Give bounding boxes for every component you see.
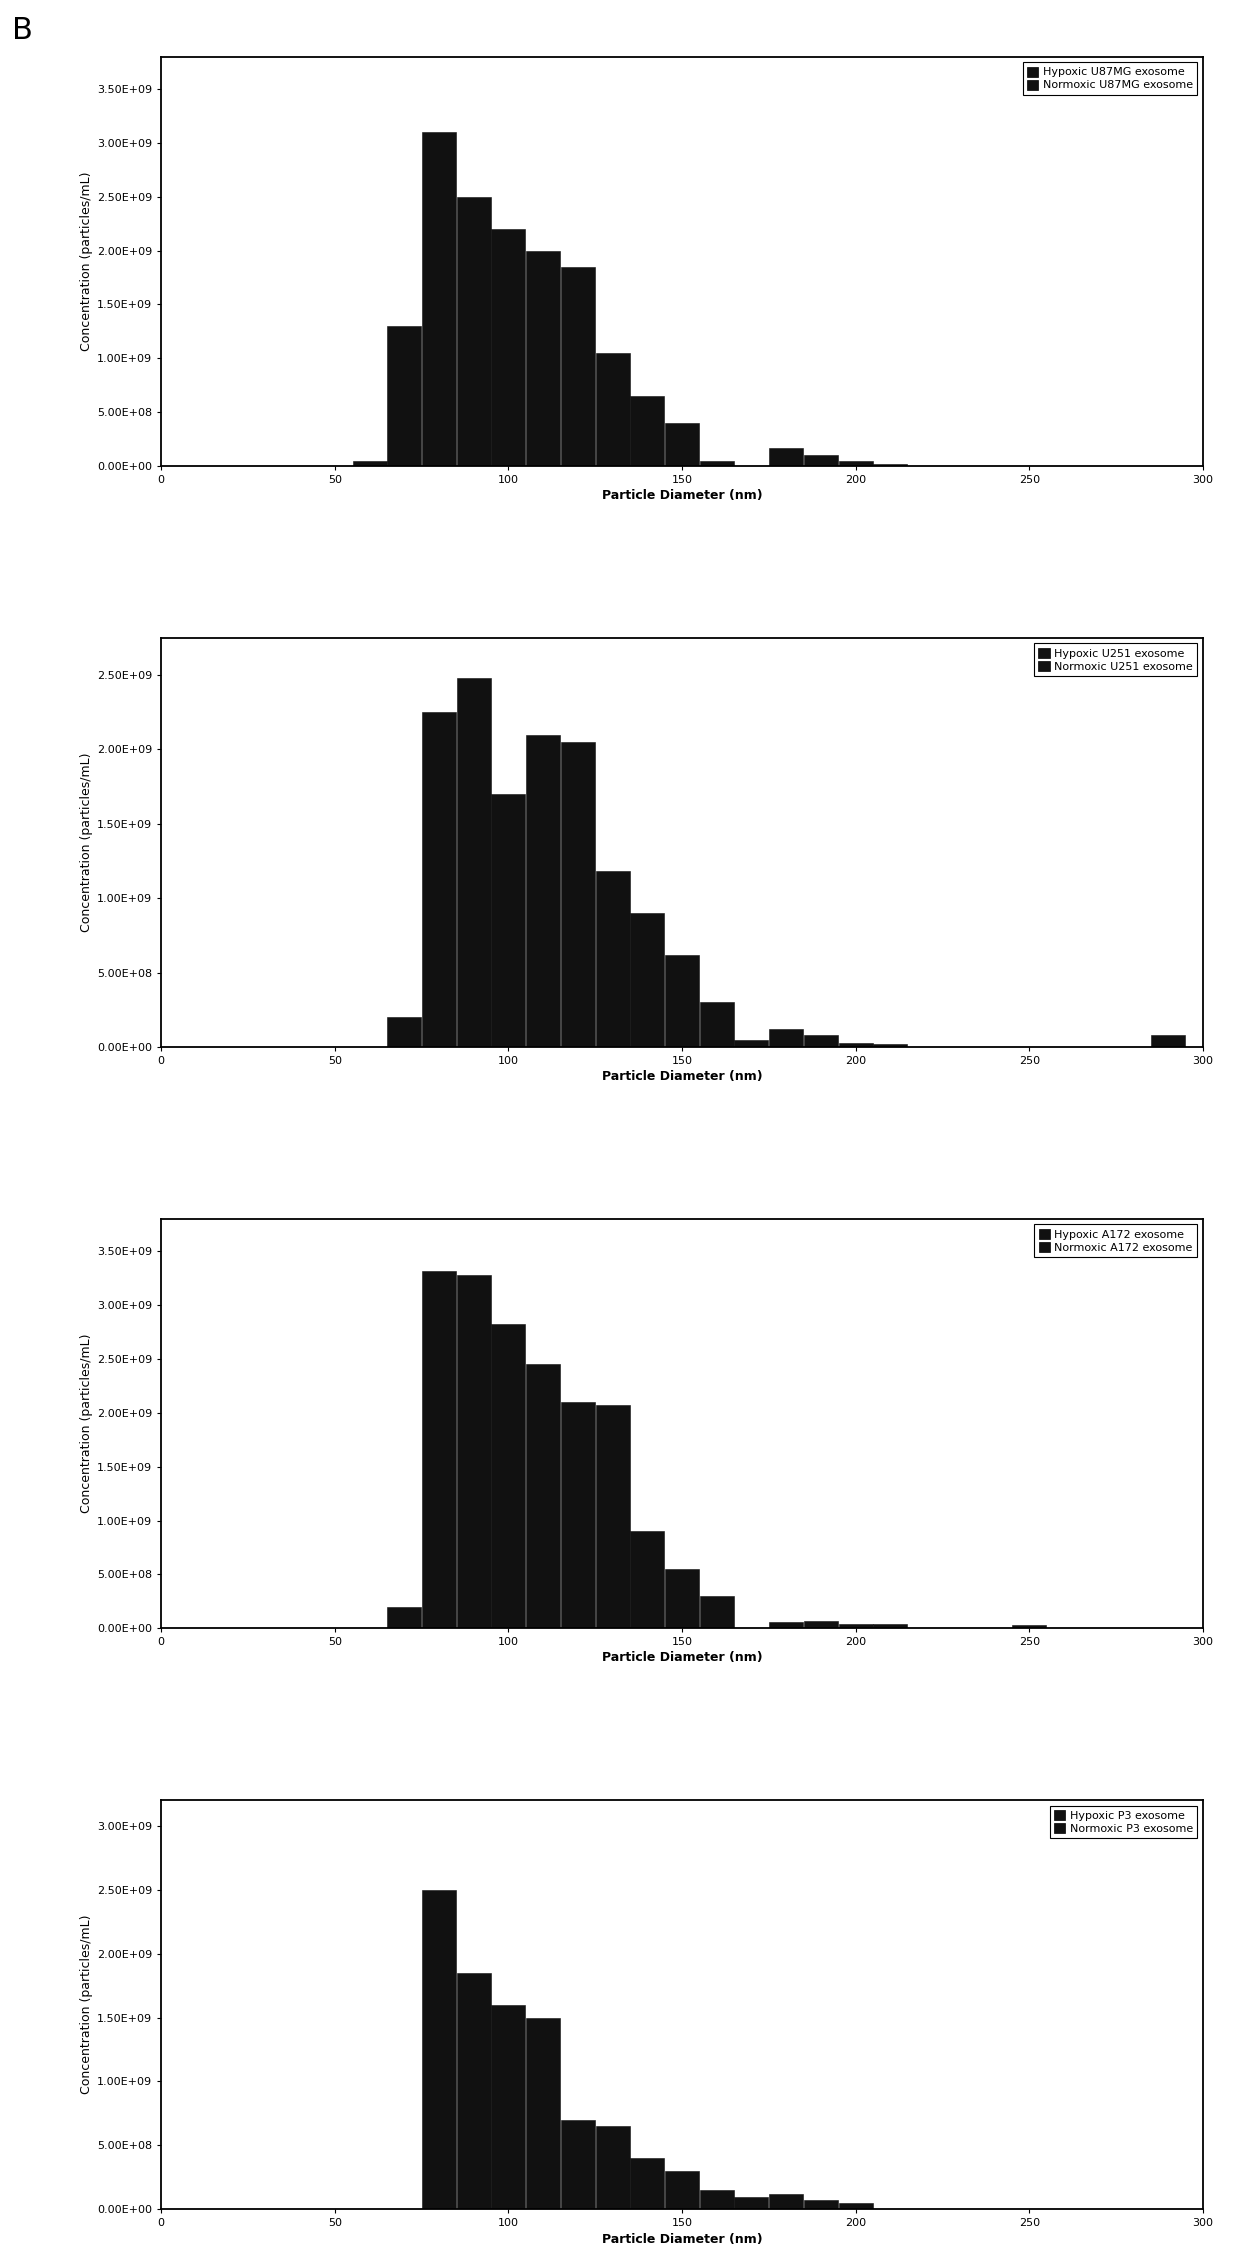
Bar bbox=[595, 1405, 630, 1629]
Bar bbox=[699, 2191, 734, 2209]
X-axis label: Particle Diameter (nm): Particle Diameter (nm) bbox=[601, 2232, 763, 2246]
Bar bbox=[665, 424, 699, 467]
Bar bbox=[560, 1403, 595, 1629]
Bar bbox=[630, 1532, 665, 1629]
Bar bbox=[526, 1364, 560, 1629]
Bar bbox=[804, 1620, 838, 1629]
Bar bbox=[630, 2157, 665, 2209]
Bar bbox=[734, 2196, 769, 2209]
Bar bbox=[456, 197, 491, 467]
Bar bbox=[665, 954, 699, 1047]
Bar bbox=[699, 460, 734, 467]
Bar bbox=[838, 2203, 873, 2209]
Bar bbox=[456, 678, 491, 1047]
Y-axis label: Concentration (particles/mL): Concentration (particles/mL) bbox=[79, 1335, 93, 1514]
Bar bbox=[665, 1568, 699, 1629]
Bar bbox=[560, 2119, 595, 2209]
Legend: Hypoxic P3 exosome, Normoxic P3 exosome: Hypoxic P3 exosome, Normoxic P3 exosome bbox=[1049, 1806, 1198, 1838]
X-axis label: Particle Diameter (nm): Particle Diameter (nm) bbox=[601, 1652, 763, 1666]
X-axis label: Particle Diameter (nm): Particle Diameter (nm) bbox=[601, 1070, 763, 1083]
Bar bbox=[595, 872, 630, 1047]
Bar bbox=[387, 1017, 422, 1047]
Y-axis label: Concentration (particles/mL): Concentration (particles/mL) bbox=[79, 752, 93, 931]
Legend: Hypoxic U87MG exosome, Normoxic U87MG exosome: Hypoxic U87MG exosome, Normoxic U87MG ex… bbox=[1023, 61, 1198, 95]
Bar bbox=[769, 1029, 804, 1047]
Bar bbox=[456, 1276, 491, 1629]
Bar bbox=[352, 460, 387, 467]
Bar bbox=[422, 1271, 456, 1629]
Bar bbox=[838, 460, 873, 467]
Bar bbox=[526, 252, 560, 467]
Bar bbox=[526, 734, 560, 1047]
Bar bbox=[769, 1622, 804, 1629]
Y-axis label: Concentration (particles/mL): Concentration (particles/mL) bbox=[79, 1915, 93, 2094]
Bar bbox=[387, 1607, 422, 1629]
Bar bbox=[526, 2017, 560, 2209]
Bar bbox=[838, 1625, 873, 1629]
Bar bbox=[595, 2126, 630, 2209]
Bar bbox=[734, 1040, 769, 1047]
Bar bbox=[491, 1326, 526, 1629]
Bar bbox=[491, 793, 526, 1047]
Bar bbox=[804, 455, 838, 467]
Bar bbox=[804, 2200, 838, 2209]
Bar bbox=[769, 2193, 804, 2209]
Bar bbox=[456, 1974, 491, 2209]
Bar bbox=[491, 229, 526, 467]
Bar bbox=[804, 1036, 838, 1047]
Bar bbox=[422, 712, 456, 1047]
Bar bbox=[560, 741, 595, 1047]
Bar bbox=[699, 1002, 734, 1047]
Bar bbox=[873, 1625, 908, 1629]
Bar bbox=[560, 267, 595, 467]
Bar bbox=[769, 449, 804, 467]
Legend: Hypoxic A172 exosome, Normoxic A172 exosome: Hypoxic A172 exosome, Normoxic A172 exos… bbox=[1034, 1224, 1198, 1258]
Bar bbox=[491, 2005, 526, 2209]
Bar bbox=[1012, 1625, 1047, 1629]
Bar bbox=[1151, 1036, 1185, 1047]
Legend: Hypoxic U251 exosome, Normoxic U251 exosome: Hypoxic U251 exosome, Normoxic U251 exos… bbox=[1034, 644, 1198, 675]
Bar bbox=[630, 397, 665, 467]
Bar bbox=[387, 326, 422, 467]
Bar bbox=[838, 1042, 873, 1047]
Bar bbox=[630, 913, 665, 1047]
Bar bbox=[873, 1045, 908, 1047]
Bar bbox=[699, 1595, 734, 1629]
Bar bbox=[595, 353, 630, 467]
Y-axis label: Concentration (particles/mL): Concentration (particles/mL) bbox=[79, 172, 93, 351]
Text: B: B bbox=[12, 16, 33, 45]
Bar bbox=[422, 1890, 456, 2209]
X-axis label: Particle Diameter (nm): Particle Diameter (nm) bbox=[601, 489, 763, 503]
Bar bbox=[422, 131, 456, 467]
Bar bbox=[665, 2171, 699, 2209]
